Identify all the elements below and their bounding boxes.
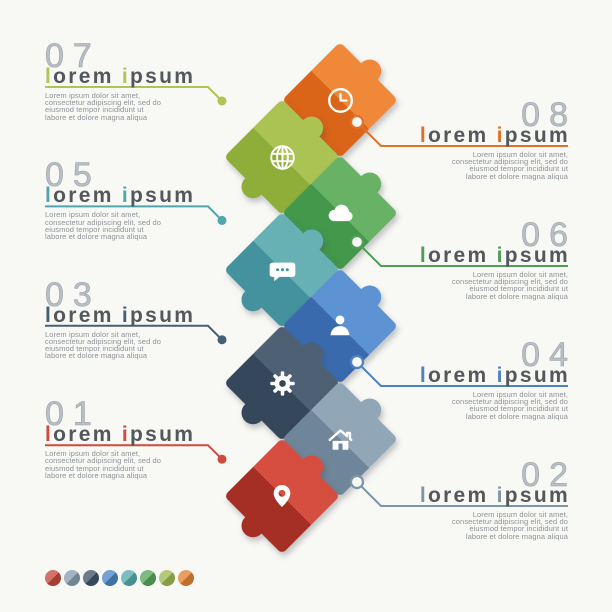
pin-icon [241,455,323,537]
item-body: Lorem ipsum dolor sit amet, consectetur … [45,329,162,361]
puzzle-face [224,437,340,554]
title-text: psum [129,303,196,327]
puzzle-face [282,268,398,384]
title-text: psum [129,65,196,88]
title-text: psum [504,364,570,387]
item-number: 07 [45,37,101,75]
puzzle-piece-person [282,268,398,384]
title-text: orem [53,184,122,208]
item-title: lorem ipsum [45,424,195,445]
item-body: Lorem ipsum dolor sit amet, consectetur … [45,91,162,122]
chat-icon [241,229,323,311]
title-text: orem [427,364,497,387]
globe-icon [241,116,323,198]
title-text: orem [53,303,122,327]
item-title: lorem ipsum [45,185,195,206]
title-accent-letter: i [121,423,130,447]
title-text: orem [53,65,122,88]
title-accent-letter: l [45,303,54,327]
title-accent-letter: l [419,364,428,387]
item-title: lorem ipsum [420,125,570,146]
puzzle-face [282,42,398,158]
puzzle-face [224,211,340,328]
legend-dot-5 [121,570,137,586]
title-accent-letter: i [496,244,505,267]
item-title: lorem ipsum [420,365,570,386]
title-text: orem [427,124,497,147]
item-body: Lorem ipsum dolor sit amet, consectetur … [451,390,568,421]
title-text: psum [504,484,570,507]
item-body: Lorem ipsum dolor sit amet, consectetur … [45,210,162,241]
puzzle-piece-cloud [282,155,398,271]
cloud-icon [299,172,381,254]
item-title: lorem ipsum [45,66,195,87]
title-text: orem [427,484,497,507]
item-number: 03 [45,275,101,314]
legend-dot-8 [178,570,194,586]
title-accent-letter: i [496,364,505,387]
puzzle-piece-pin [224,437,340,554]
home-icon [299,398,381,480]
legend-dot-2 [64,570,80,586]
person-icon [299,285,381,367]
puzzle-piece-home [282,381,398,497]
legend-dot-4 [102,570,118,586]
title-text: psum [504,124,570,147]
title-accent-letter: l [419,244,428,267]
item-title: lorem ipsum [420,485,570,506]
puzzle-face [224,324,340,441]
clock-icon [299,59,381,141]
item-body: Lorem ipsum dolor sit amet, consectetur … [451,150,568,181]
legend-dot-1 [45,570,61,586]
legend-dot-6 [140,570,156,586]
color-legend [45,570,194,586]
title-accent-letter: l [419,484,428,507]
item-number: 05 [45,156,101,195]
title-text: orem [53,423,122,447]
puzzle-piece-gear [224,324,340,441]
puzzle-piece-globe [224,98,340,215]
title-accent-letter: l [419,124,428,147]
title-accent-letter: l [45,423,54,447]
title-accent-letter: l [45,184,54,208]
puzzle-face [282,381,398,497]
item-body: Lorem ipsum dolor sit amet, consectetur … [451,270,568,301]
title-text: psum [504,244,570,267]
legend-dot-7 [159,570,175,586]
item-body: Lorem ipsum dolor sit amet, consectetur … [45,449,162,480]
puzzle-piece-chat [224,211,340,328]
title-text: psum [129,184,196,208]
item-body: Lorem ipsum dolor sit amet, consectetur … [451,510,568,541]
title-accent-letter: i [121,65,130,88]
gear-icon [241,342,323,424]
puzzle-face [282,155,398,271]
title-text: psum [129,423,196,447]
legend-dot-3 [83,570,99,586]
item-number: 01 [45,395,101,434]
puzzle-face [224,98,340,215]
title-accent-letter: i [496,124,505,147]
title-accent-letter: l [45,65,54,88]
title-accent-letter: i [121,184,130,208]
title-text: orem [427,244,497,267]
puzzle-piece-clock [282,42,398,158]
title-accent-letter: i [496,484,505,507]
item-title: lorem ipsum [45,305,195,326]
title-accent-letter: i [121,303,130,327]
item-title: lorem ipsum [420,245,570,266]
